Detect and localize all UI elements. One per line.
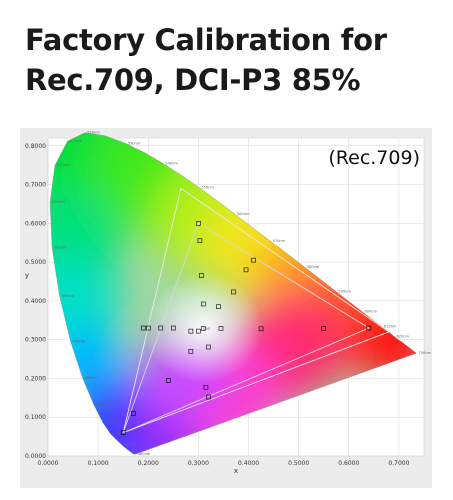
measured-point [171, 325, 176, 331]
x-tick-label: 0.0000 [38, 460, 59, 467]
spectral-locus-outline [49, 132, 417, 455]
measured-point [206, 394, 211, 400]
wavelength-label: 520nm [87, 131, 100, 135]
y-tick-label: 0.8000 [25, 143, 46, 150]
x-tick-label: 0.3000 [188, 460, 209, 467]
measured-point [366, 325, 372, 331]
gamut-triangle [122, 187, 390, 434]
wavelength-label: 700nm [418, 351, 431, 355]
measured-point [197, 238, 203, 244]
page-headline: Factory Calibration for Rec.709, DCI-P3 … [25, 20, 445, 100]
x-tick-label: 0.2000 [138, 460, 159, 467]
measured-point [231, 289, 236, 295]
axis-ticks: 0.0000 0.1000 0.2000 0.3000 0.4000 0.5000 0.60… [25, 143, 410, 467]
wavelength-label: 485nm [85, 376, 98, 380]
measured-point [251, 257, 256, 263]
chart-svg: 380nm 460nm 470nm 475nm 480nm 485nm 490nm 495nm… [20, 128, 432, 488]
wavelength-label: 590nm [338, 290, 351, 294]
measured-point [321, 326, 327, 331]
measured-point [188, 328, 194, 334]
wavelength-label: 550nm [201, 186, 214, 190]
measured-point [216, 304, 221, 309]
cie-chromaticity-chart: 380nm 460nm 470nm 475nm 480nm 485nm 490nm 495nm… [20, 128, 432, 488]
headline-line-2: Rec.709, DCI-P3 85% [25, 63, 361, 97]
wavelength-label: 530nm [128, 141, 141, 145]
measured-points: D65 [120, 221, 372, 436]
headline-line-1: Factory Calibration for [25, 23, 387, 57]
x-tick-label: 0.1000 [88, 460, 109, 467]
wavelength-label: 460nm [122, 442, 135, 446]
y-tick-label: 0.0000 [25, 453, 46, 460]
x-axis-label: x [234, 467, 238, 475]
measured-point [243, 267, 249, 273]
white-point-label: D65 [203, 327, 210, 331]
wavelength-label: 380nm [138, 452, 151, 456]
x-tick-label: 0.4000 [238, 460, 259, 467]
wavelength-label: 610nm [384, 324, 397, 328]
wavelength-label: 560nm [237, 212, 250, 216]
wavelength-label: 480nm [96, 402, 109, 406]
y-tick-label: 0.3000 [25, 337, 46, 344]
measured-point [206, 344, 211, 350]
wavelength-label: 540nm [165, 162, 178, 166]
x-tick-label: 0.7000 [388, 460, 409, 467]
y-tick-label: 0.6000 [25, 220, 46, 227]
measured-point [218, 326, 224, 331]
gamut-triangle [122, 222, 370, 434]
wavelength-label: 475nm [105, 420, 118, 424]
wavelength-label: 570nm [273, 239, 286, 243]
wavelength-label: 495nm [62, 294, 75, 298]
measured-point [201, 301, 206, 307]
measured-point [140, 325, 146, 331]
y-tick-label: 0.1000 [25, 414, 46, 421]
measured-point [258, 326, 264, 332]
y-tick-label: 0.7000 [25, 182, 46, 189]
wavelength-labels: 380nm 460nm 470nm 475nm 480nm 485nm 490nm 495nm… [52, 131, 432, 456]
measured-point [166, 378, 171, 383]
x-tick-label: 0.5000 [288, 460, 309, 467]
measured-point [201, 326, 206, 331]
wavelength-label: 580nm [307, 265, 320, 269]
measured-point [199, 273, 204, 278]
rec709-annotation: (Rec.709) [328, 147, 420, 169]
wavelength-label: 600nm [364, 310, 377, 314]
gamut-triangles [122, 187, 390, 434]
measured-point [196, 328, 201, 334]
y-tick-label: 0.5000 [25, 259, 46, 266]
measured-point [158, 325, 164, 331]
measured-point [203, 385, 209, 390]
measured-point [130, 411, 136, 416]
y-tick-label: 0.4000 [25, 298, 46, 305]
wavelength-label: 500nm [54, 245, 67, 249]
white-point-glow [143, 273, 264, 384]
wavelength-label: 510nm [57, 163, 70, 167]
wavelength-label: 470nm [112, 432, 125, 436]
measured-point [120, 430, 126, 436]
measured-point [196, 221, 201, 226]
measured-point [145, 325, 151, 331]
wavelength-label: 515nm [70, 139, 83, 143]
x-tick-label: 0.6000 [338, 460, 359, 467]
measured-point [188, 348, 194, 354]
y-tick-label: 0.2000 [25, 375, 46, 382]
wavelength-label: 620nm [396, 335, 409, 339]
wavelength-label: 490nm [73, 340, 86, 344]
wavelength-label: 505nm [52, 200, 65, 204]
y-axis-label: y [25, 272, 29, 280]
